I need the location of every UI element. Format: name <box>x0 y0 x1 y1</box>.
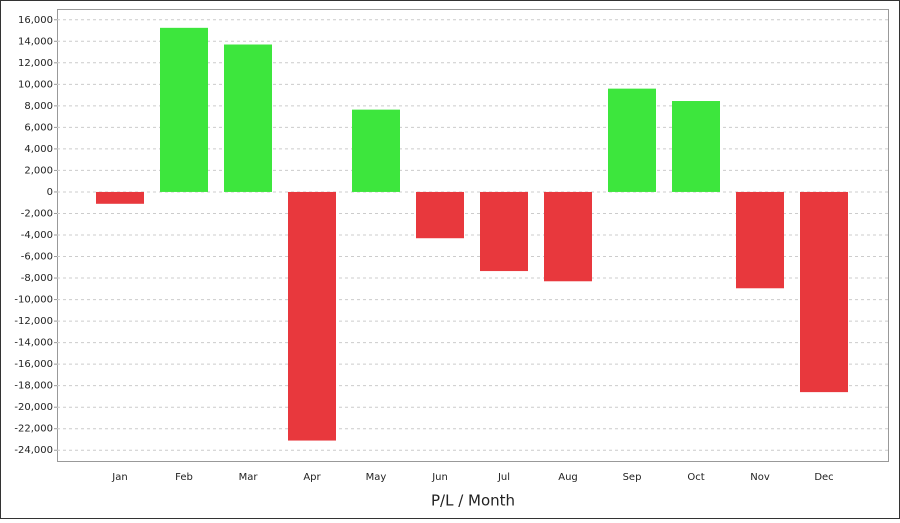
y-tick-label: -2,000 <box>21 208 53 219</box>
bar <box>736 191 784 289</box>
y-tick-label: -6,000 <box>21 252 53 263</box>
x-tick-label: Jul <box>497 472 510 483</box>
x-tick-label: Feb <box>175 472 193 483</box>
x-axis-label: P/L / Month <box>431 492 515 510</box>
y-tick-label: 8,000 <box>24 101 53 112</box>
x-tick-label: Nov <box>750 472 770 483</box>
y-tick-label: 10,000 <box>18 79 53 90</box>
x-tick-label: May <box>366 472 387 483</box>
y-tick-label: -22,000 <box>14 424 53 435</box>
y-tick-label: -8,000 <box>21 273 53 284</box>
y-tick-label: -14,000 <box>14 338 53 349</box>
y-tick-label: 2,000 <box>24 165 53 176</box>
y-tick-label: -10,000 <box>14 295 53 306</box>
x-tick-label: Jan <box>111 472 127 483</box>
y-tick-label: -16,000 <box>14 359 53 370</box>
y-tick-label: 12,000 <box>18 58 53 69</box>
x-tick-label: Oct <box>687 472 704 483</box>
bar <box>672 101 720 192</box>
y-tick-label: 14,000 <box>18 36 53 47</box>
y-tick-label: -4,000 <box>21 230 53 241</box>
x-tick-label: Dec <box>814 472 833 483</box>
bar <box>224 44 272 192</box>
x-tick-label: Jun <box>431 472 448 483</box>
bar <box>352 109 400 192</box>
y-tick-label: -24,000 <box>14 445 53 456</box>
y-tick-label: 16,000 <box>18 15 53 26</box>
bar <box>416 191 464 239</box>
x-tick-label: Aug <box>558 472 578 483</box>
bar <box>480 191 528 272</box>
bar <box>800 191 848 393</box>
y-tick-label: 4,000 <box>24 144 53 155</box>
bar <box>544 191 592 282</box>
y-tick-label: 6,000 <box>24 122 53 133</box>
bar <box>608 88 656 192</box>
x-tick-label: Sep <box>623 472 642 483</box>
bar <box>288 191 336 441</box>
y-tick-label: -20,000 <box>14 402 53 413</box>
y-tick-label: 0 <box>47 187 53 198</box>
bar <box>96 191 144 204</box>
x-tick-label: Mar <box>239 472 259 483</box>
bar <box>160 27 208 192</box>
y-tick-label: -12,000 <box>14 316 53 327</box>
y-tick-label: -18,000 <box>14 381 53 392</box>
x-tick-label: Apr <box>303 472 321 483</box>
